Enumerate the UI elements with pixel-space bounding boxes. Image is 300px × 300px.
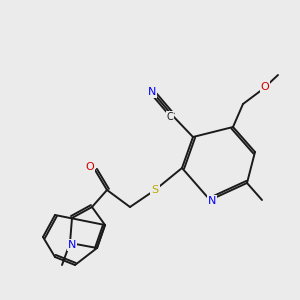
Text: N: N [148, 87, 156, 97]
Text: N: N [68, 240, 76, 250]
Text: S: S [152, 185, 159, 195]
Text: N: N [208, 196, 216, 206]
Text: O: O [261, 82, 269, 92]
Text: O: O [85, 162, 94, 172]
Text: C: C [167, 112, 173, 122]
